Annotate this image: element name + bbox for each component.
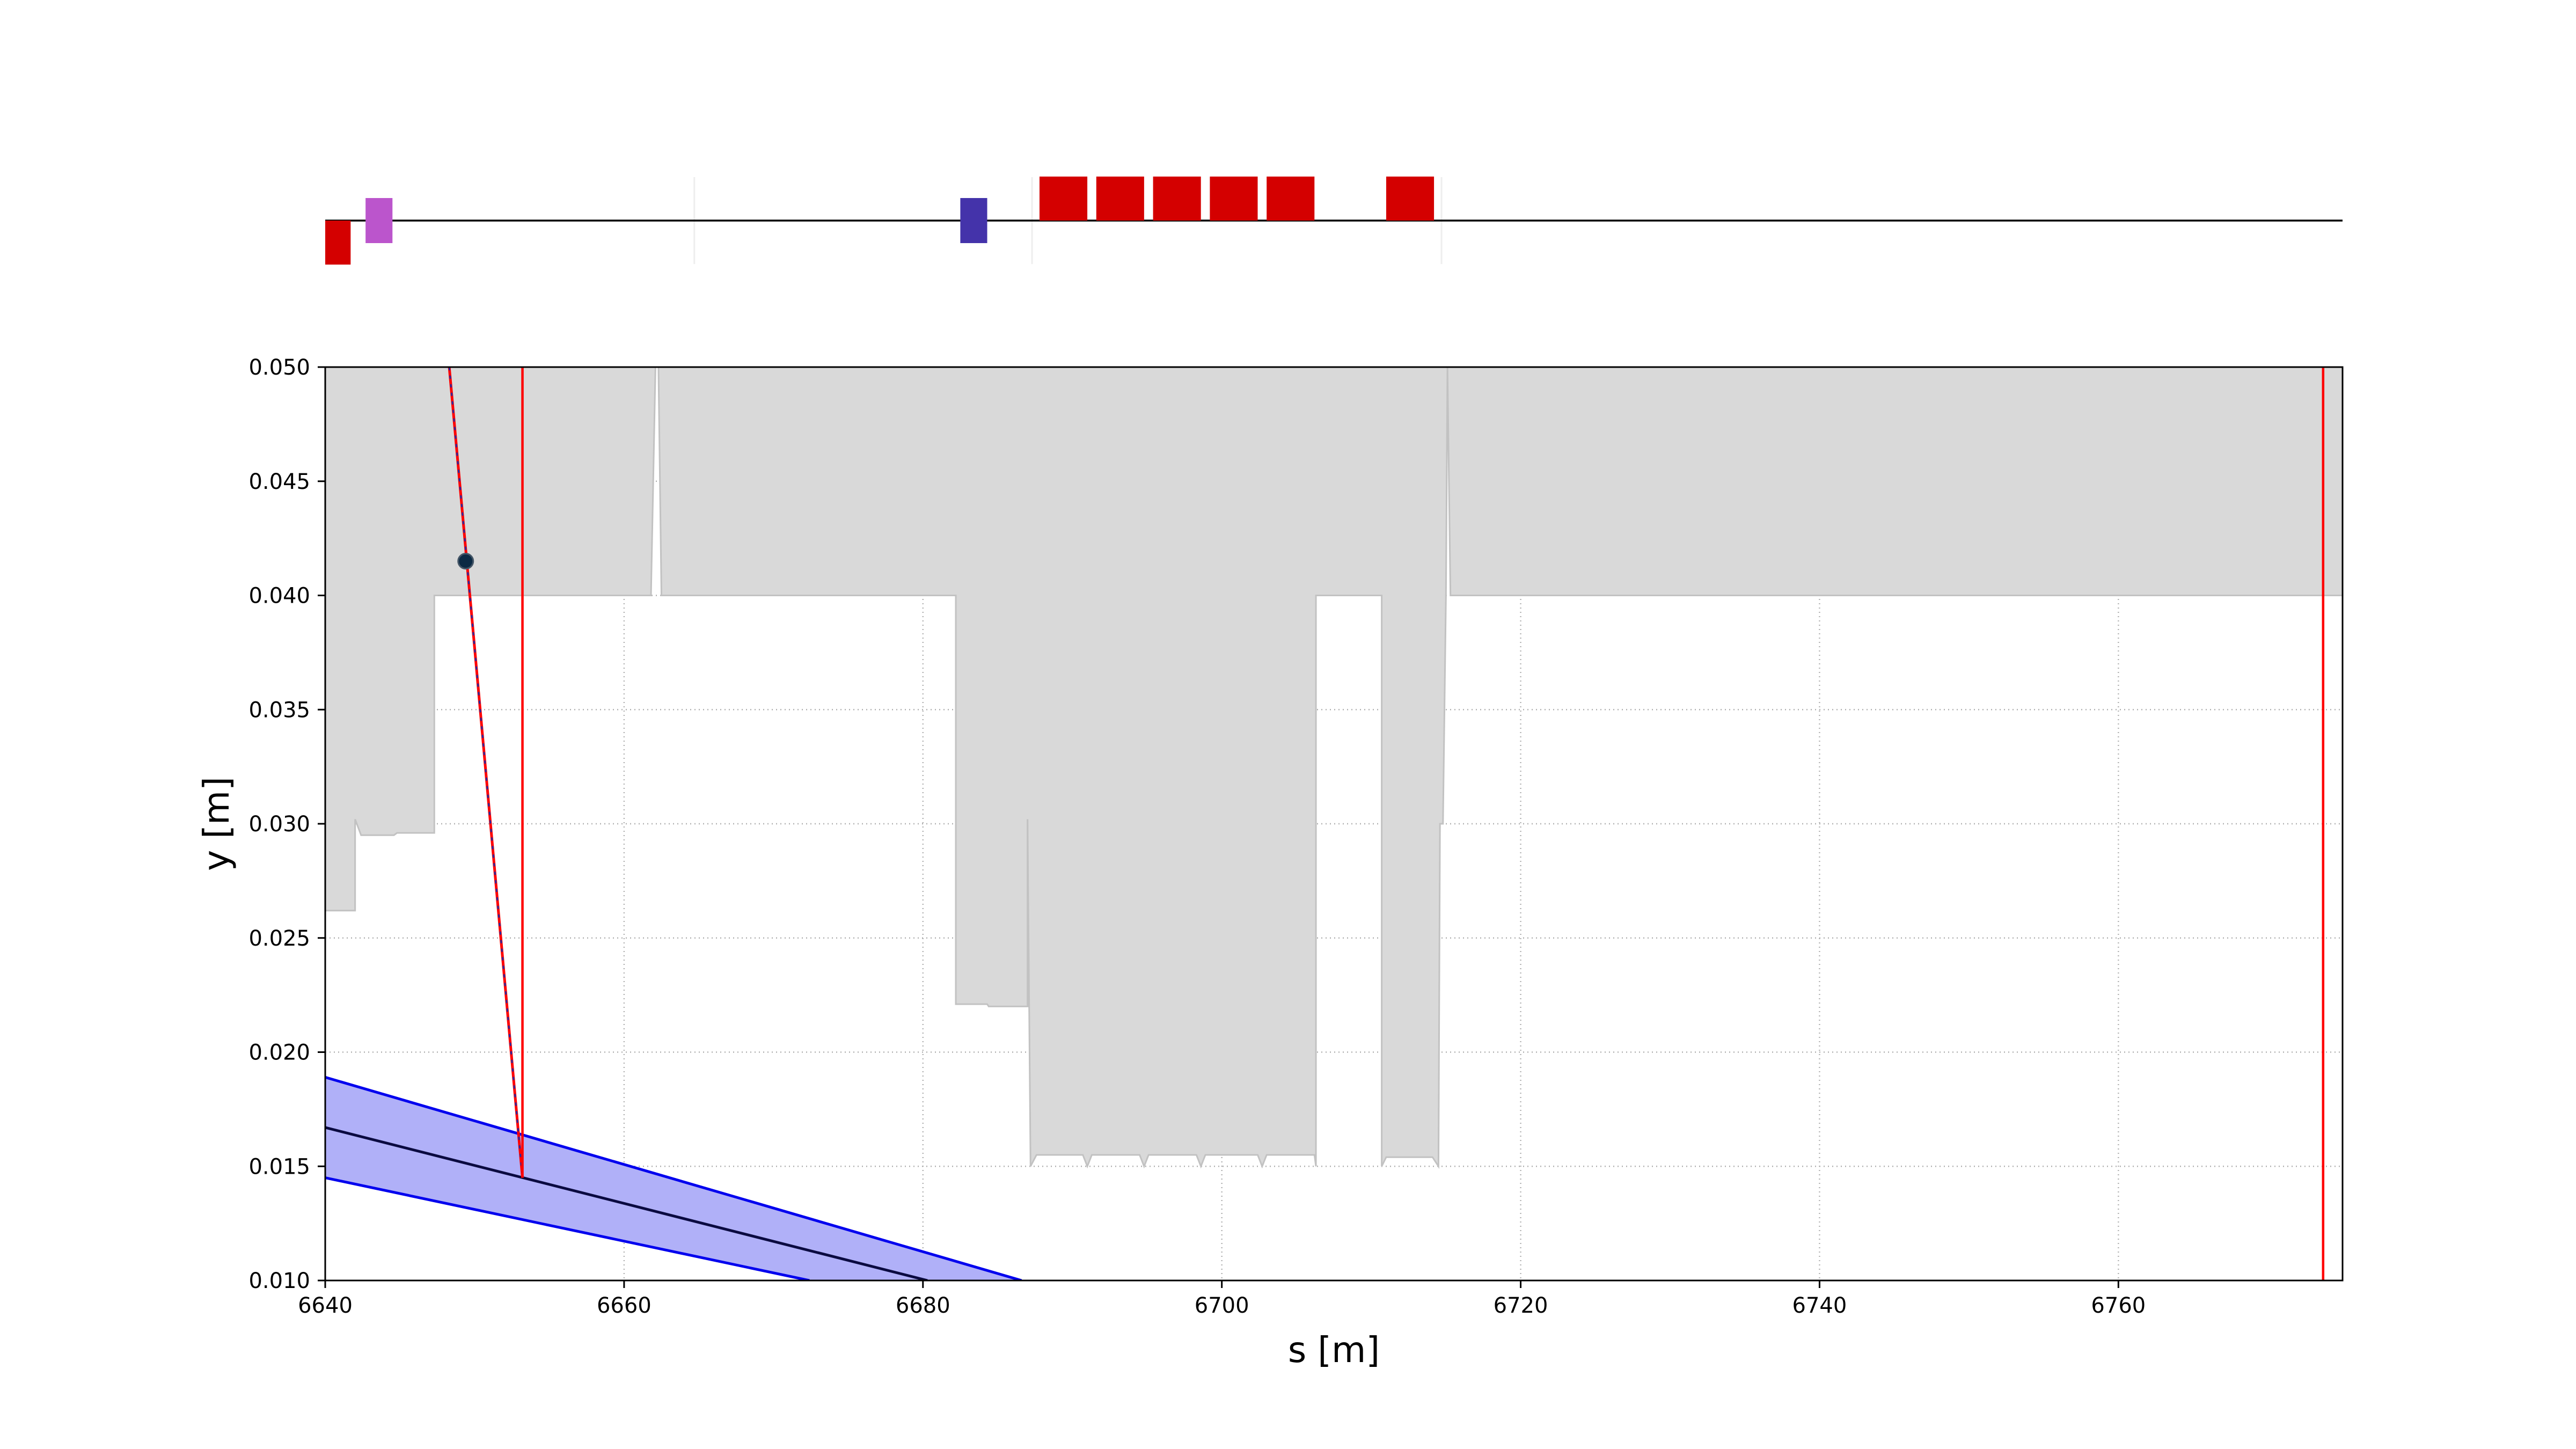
y-axis: 0.010 0.015 0.020 0.025 0.030 0.035 0.040 0.045… [248,355,325,1293]
y-tick-label: 0.045 [248,470,310,494]
x-tick-label: 6720 [1494,1293,1548,1318]
particle-trajectory [448,367,524,1178]
y-tick-label: 0.035 [248,698,310,722]
x-tick-label: 6760 [2091,1293,2146,1318]
y-axis-label: y [m] [196,777,237,871]
lattice-elements [325,177,1435,265]
point-marker [457,553,474,570]
x-tick-label: 6700 [1195,1293,1249,1318]
x-axis: 6640 6660 6680 6700 6720 6740 6760 [298,1280,2146,1318]
y-tick-label: 0.050 [248,355,310,380]
lattice-element [1210,177,1258,221]
x-tick-label: 6680 [896,1293,950,1318]
y-tick-label: 0.020 [248,1041,310,1065]
beam-envelope-lower [325,1176,810,1280]
lattice-panel [325,177,2343,265]
x-axis-label: s [m] [1288,1329,1380,1371]
lattice-element [960,198,987,243]
lattice-element [1096,177,1144,221]
x-tick-label: 6740 [1792,1293,1847,1318]
plot-content [325,367,2343,1280]
y-tick-label: 0.040 [248,584,310,609]
y-tick-label: 0.025 [248,926,310,951]
lattice-element [1386,177,1435,221]
lattice-element [1039,177,1088,221]
beam-centroid-line [325,1126,928,1280]
lattice-element [1267,177,1315,221]
lattice-element [325,221,351,265]
y-tick-label: 0.015 [248,1154,310,1179]
y-tick-label: 0.030 [248,812,310,837]
x-tick-label: 6640 [298,1293,353,1318]
aperture-region [325,367,2343,1169]
x-tick-label: 6660 [597,1293,652,1318]
y-tick-label: 0.010 [248,1269,310,1293]
series-layer [325,367,2325,1280]
lattice-element [365,198,393,243]
beam-envelope-upper [325,1075,1022,1280]
lattice-element [1153,177,1201,221]
plot-area: 6640 6660 6680 6700 6720 6740 6760 0.0100.0150… [196,355,2344,1371]
